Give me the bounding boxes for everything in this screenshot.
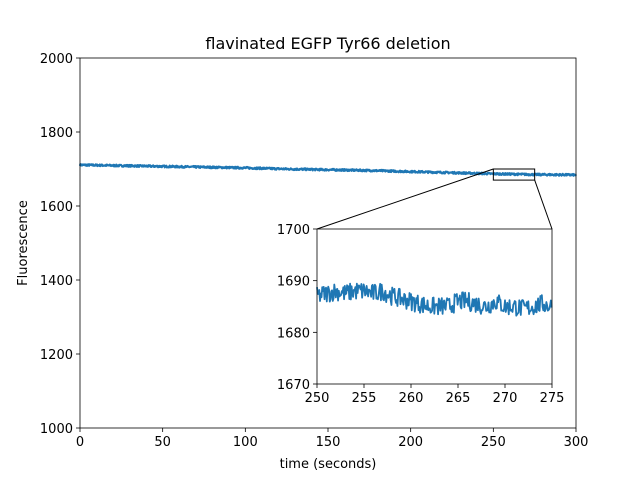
inset-y-tick-label: 1700 bbox=[277, 223, 310, 238]
inset-x-tick-label: 250 bbox=[305, 391, 330, 406]
main-x-tick-label: 200 bbox=[398, 435, 423, 450]
main-y-tick-label: 1600 bbox=[40, 200, 73, 215]
chart-title: flavinated EGFP Tyr66 deletion bbox=[205, 34, 450, 53]
zoom-connector-left bbox=[316, 168, 494, 230]
main-y-tick-label: 2000 bbox=[40, 52, 73, 67]
zoom-connector-right bbox=[534, 179, 553, 230]
main-x-tick-label: 100 bbox=[233, 435, 258, 450]
inset-frame bbox=[316, 228, 553, 385]
x-axis-label: time (seconds) bbox=[280, 457, 377, 472]
inset-series-line bbox=[316, 282, 553, 317]
inset-y-tick-label: 1670 bbox=[277, 378, 310, 393]
main-x-tick-label: 300 bbox=[564, 435, 589, 450]
main-y-tick-label: 1000 bbox=[40, 422, 73, 437]
main-y-tick-label: 1800 bbox=[40, 126, 73, 141]
main-x-tick-label: 250 bbox=[481, 435, 506, 450]
main-x-tick-label: 50 bbox=[154, 435, 171, 450]
main-y-tick-label: 1200 bbox=[40, 348, 73, 363]
inset-x-tick-label: 270 bbox=[493, 391, 518, 406]
inset-y-tick-label: 1690 bbox=[277, 275, 310, 290]
inset-x-tick-label: 275 bbox=[540, 391, 565, 406]
main-x-tick-label: 0 bbox=[76, 435, 84, 450]
inset-y-tick-label: 1680 bbox=[277, 326, 310, 341]
zoom-region-indicator bbox=[492, 168, 536, 181]
inset-x-tick-label: 265 bbox=[446, 391, 471, 406]
inset-x-tick-label: 260 bbox=[399, 391, 424, 406]
main-plot-area: 0 50 100 150 200 250 300 1000 1200 1400 1600 1800 20… bbox=[40, 52, 589, 450]
main-x-tick-label: 150 bbox=[316, 435, 341, 450]
y-axis-label: Fluorescence bbox=[16, 200, 31, 286]
main-y-tick-label: 1400 bbox=[40, 274, 73, 289]
inset-x-tick-label: 255 bbox=[352, 391, 377, 406]
inset-plot-area: 250 255 260 265 270 275 1670 1680 1690 1700 bbox=[277, 168, 565, 406]
main-plot-frame bbox=[79, 57, 577, 429]
